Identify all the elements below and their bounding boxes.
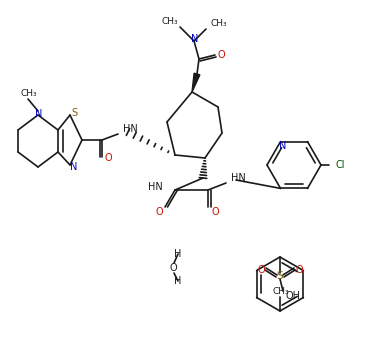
Text: O: O [211, 207, 219, 217]
Text: O: O [295, 265, 303, 275]
Text: CH₃: CH₃ [210, 19, 227, 27]
Text: N: N [279, 141, 286, 151]
Text: N: N [70, 162, 78, 172]
Text: S: S [277, 271, 283, 281]
Text: HN: HN [231, 173, 246, 183]
Polygon shape [192, 73, 200, 92]
Text: CH₃: CH₃ [273, 287, 289, 297]
Text: N: N [35, 109, 43, 119]
Text: OH: OH [285, 291, 300, 301]
Text: HN: HN [148, 182, 163, 192]
Text: S: S [71, 108, 77, 118]
Text: N: N [191, 34, 199, 44]
Text: O: O [155, 207, 163, 217]
Text: O: O [217, 50, 225, 60]
Text: H: H [174, 249, 182, 259]
Text: CH₃: CH₃ [161, 16, 178, 25]
Text: O: O [169, 263, 177, 273]
Text: Cl: Cl [336, 160, 346, 170]
Text: O: O [257, 265, 265, 275]
Text: H: H [174, 276, 182, 286]
Text: O: O [104, 153, 112, 163]
Text: CH₃: CH₃ [21, 89, 37, 97]
Text: HN: HN [123, 124, 138, 134]
